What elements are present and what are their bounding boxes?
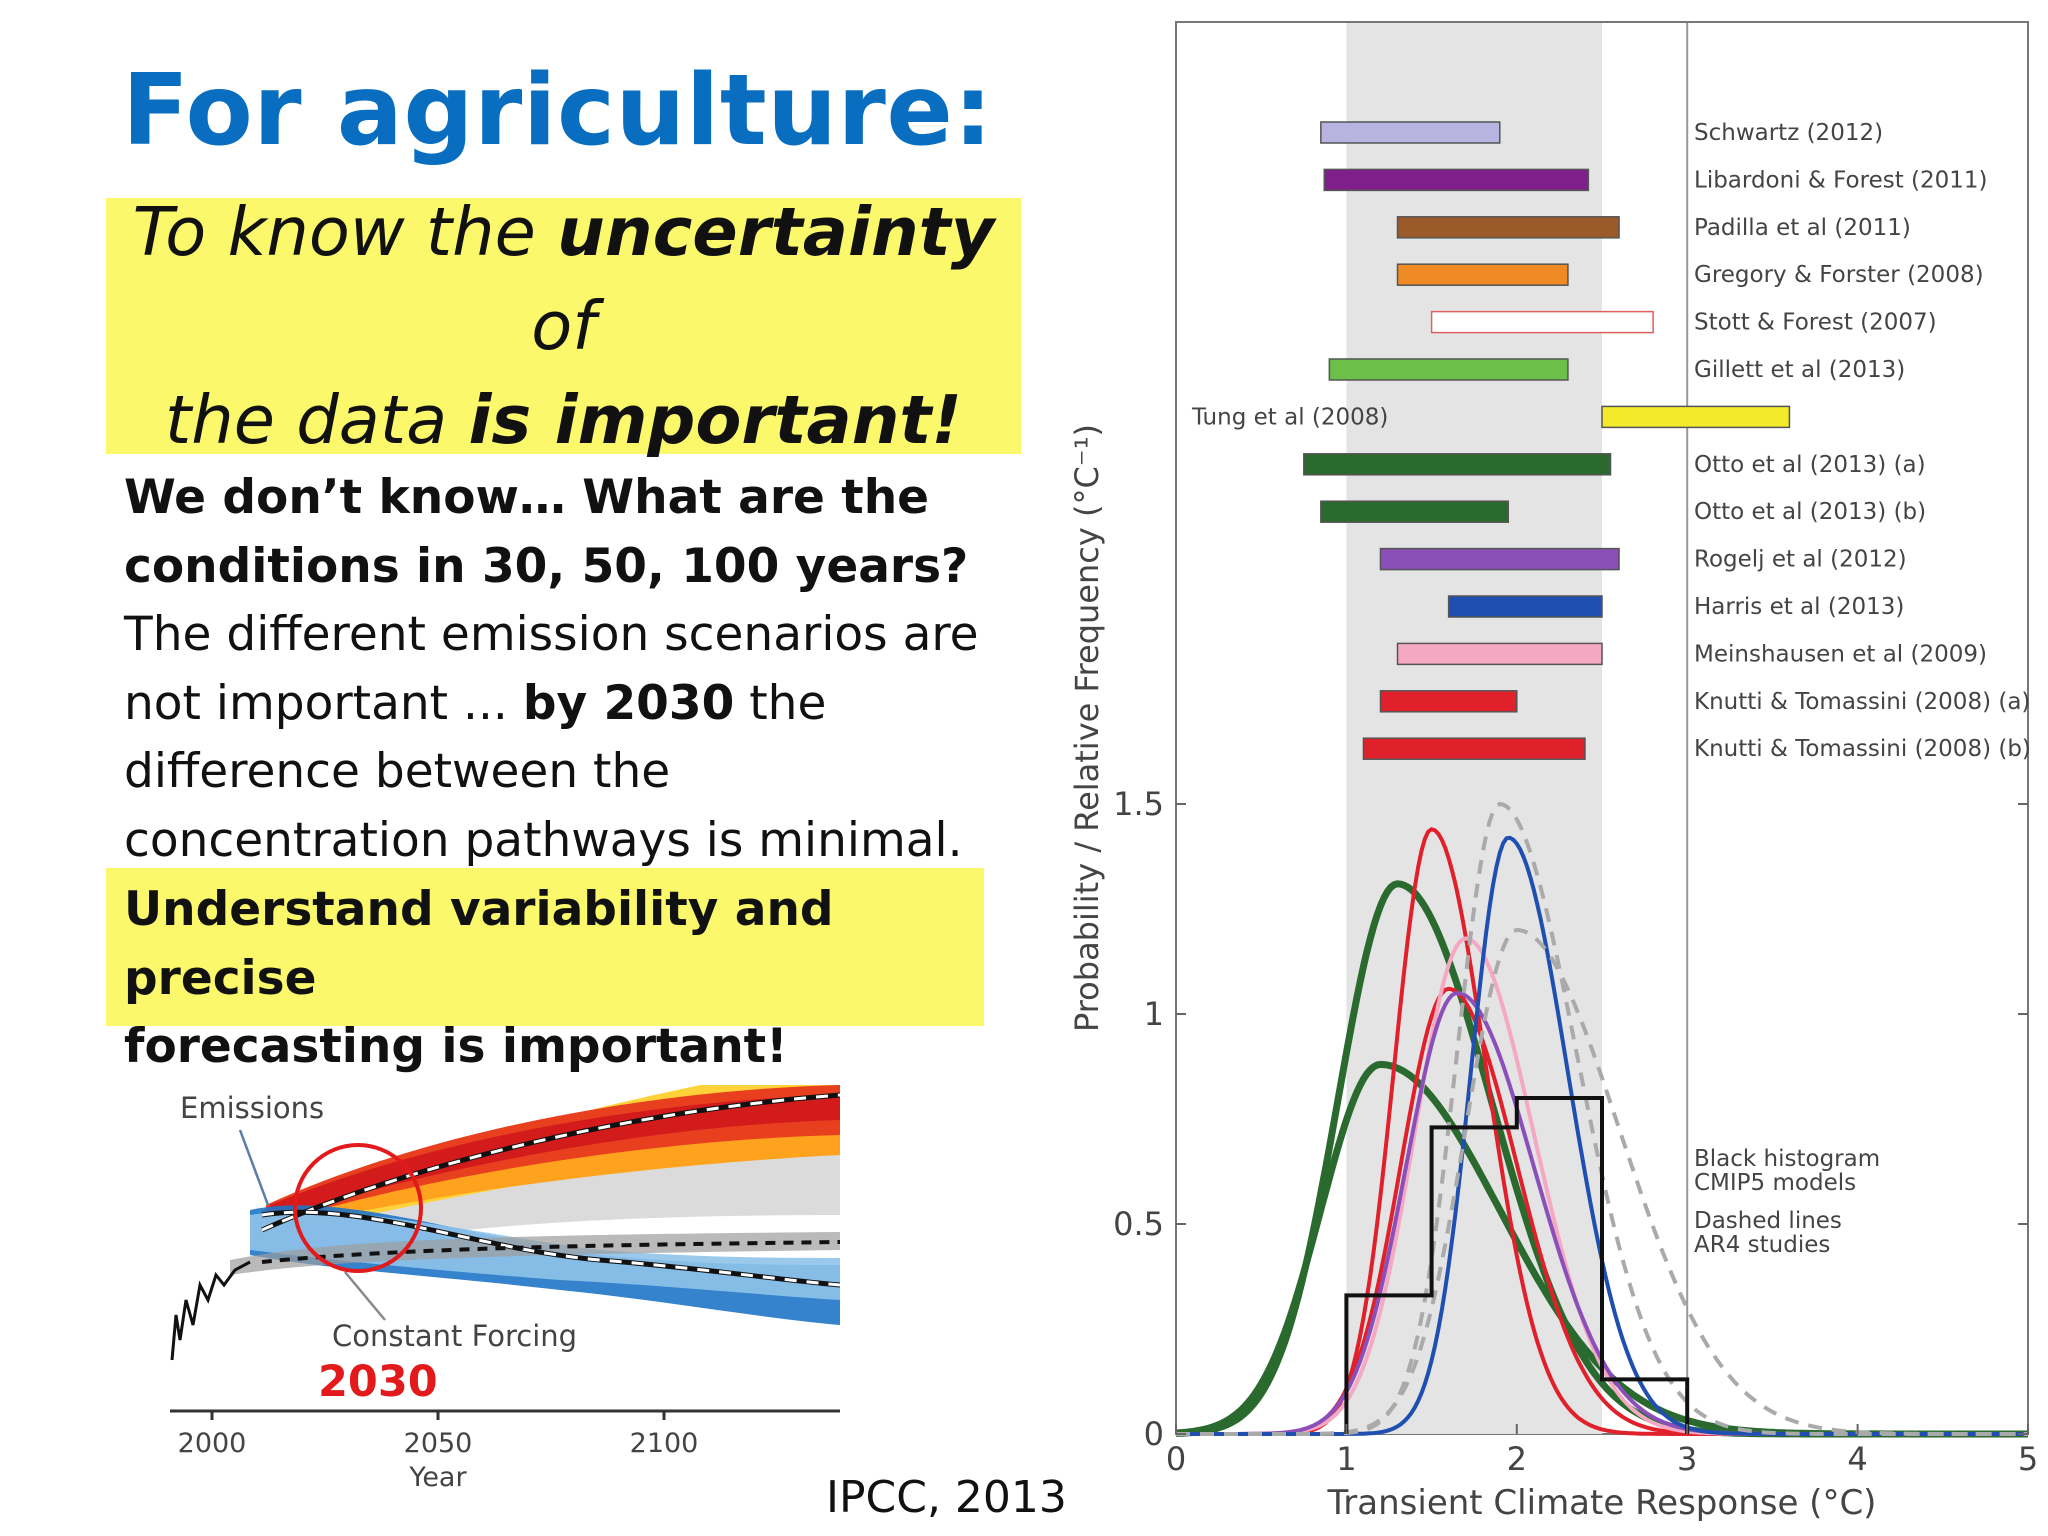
range-label-0: Schwartz (2012) — [1694, 120, 1883, 146]
x-tick-label: 0 — [1166, 1440, 1186, 1478]
range-bar-3 — [1396, 263, 1569, 286]
range-label-1: Libardoni & Forest (2011) — [1694, 167, 1988, 193]
range-bar-12 — [1379, 690, 1518, 713]
scenario-dashed-low-white — [261, 1210, 840, 1287]
scenario-band-deepred — [270, 1095, 840, 1220]
range-label-3: Gregory & Forster (2008) — [1694, 262, 1984, 288]
scenario-emissions-pointer — [238, 1129, 270, 1206]
range-bar-5 — [1328, 358, 1569, 381]
y-tick-label: 0.5 — [1113, 1205, 1164, 1243]
body-bold-line2: conditions in 30, 50, 100 years? — [124, 538, 969, 594]
range-label-5: Gillett et al (2013) — [1694, 357, 1905, 383]
y-tick-label: 0 — [1144, 1415, 1164, 1453]
range-bar-8 — [1320, 500, 1510, 523]
range-bar-6 — [1601, 405, 1791, 429]
scenario-constant-label: Constant Forcing — [332, 1319, 577, 1353]
cmip5-histogram — [1344, 1096, 1690, 1434]
range-label-2: Padilla et al (2011) — [1694, 215, 1911, 241]
scenario-tick-label-2100: 2100 — [630, 1428, 699, 1459]
range-label-13: Knutti & Tomassini (2008) (b) — [1694, 736, 2031, 762]
x-tick-label: 4 — [1847, 1440, 1867, 1478]
scenario-2030-label: 2030 — [318, 1357, 438, 1407]
axes-layer: 0 1 2 3 4 5 0 0.5 1 1.5 — [1113, 785, 2038, 1478]
annotation-histogram-line2: CMIP5 models — [1694, 1170, 1856, 1196]
scenario-dashed-high-white — [261, 1093, 840, 1232]
highlight-line2: forecasting is important! — [124, 1019, 788, 1074]
annotation-dashed-line1: Dashed lines — [1694, 1208, 1842, 1234]
range-bar-10 — [1447, 595, 1603, 618]
range-bar-0 — [1320, 121, 1501, 144]
body-line3: The different emission scenarios are — [124, 607, 979, 662]
likely-range-band — [1346, 23, 1602, 1434]
body-line5: difference between the — [124, 744, 671, 799]
scenario-2030-marker-circle — [293, 1143, 423, 1273]
tcr-ylabel: Probability / Relative Frequency (°C⁻¹) — [1068, 424, 1106, 1032]
callout-line1-pre: To know the — [132, 193, 558, 271]
x-tick-label: 1 — [1336, 1440, 1356, 1478]
scenario-band-lightblue — [250, 1211, 840, 1300]
pdf-curve-8 — [1176, 928, 2028, 1436]
callout-text: To know the uncertainty of the data is i… — [106, 185, 1021, 467]
range-label-4: Stott & Forest (2007) — [1694, 310, 1937, 336]
x-tick-label: 3 — [1677, 1440, 1697, 1478]
scenario-dashed-constant — [261, 1240, 840, 1264]
body-line6: concentration pathways is minimal. — [124, 812, 963, 868]
callout-line1-bold: uncertainty — [557, 193, 995, 271]
scenario-tick-label-2050: 2050 — [404, 1428, 473, 1459]
scenario-xlabel: Year — [408, 1462, 467, 1493]
range-label-8: Otto et al (2013) (b) — [1694, 499, 1926, 525]
y-tick-label: 1.5 — [1113, 785, 1164, 823]
annotation-histogram-line1: Black histogram — [1694, 1146, 1880, 1172]
callout-line1-post: of — [531, 287, 596, 365]
callout-line2-pre: the data — [165, 381, 469, 459]
range-bar-2 — [1396, 216, 1620, 239]
y-tick-label: 1 — [1144, 995, 1164, 1033]
range-bar-4 — [1430, 310, 1654, 334]
pdf-curves-layer — [1175, 802, 2029, 1438]
range-bar-1 — [1323, 168, 1590, 192]
scenario-historical-line — [170, 1260, 251, 1361]
histogram-layer — [1344, 1096, 1690, 1434]
range-bar-11 — [1396, 642, 1603, 666]
body-line4-pre: not important ... — [124, 675, 523, 731]
range-label-11: Meinshausen et al (2009) — [1694, 641, 1987, 667]
highlight-line1: Understand variability and precise — [124, 882, 834, 1006]
scenario-constant-pointer — [344, 1271, 386, 1321]
scenario-plot-area — [170, 1085, 840, 1361]
likely-range-band-layer — [1346, 23, 1602, 1434]
annotation-dashed-line2: AR4 studies — [1694, 1232, 1830, 1258]
highlight-box — [106, 868, 984, 1026]
range-bar-7 — [1303, 453, 1612, 476]
highlight-text: Understand variability and precise forec… — [124, 876, 1004, 1082]
range-bar-9 — [1379, 547, 1620, 571]
range-label-9: Rogelj et al (2012) — [1694, 547, 1907, 573]
body-bold-line1: We don’t know… What are the — [124, 470, 930, 525]
slide-title: For agriculture: — [122, 54, 994, 168]
tcr-xlabel: Transient Climate Response (°C) — [1327, 1483, 1877, 1523]
range-label-12: Knutti & Tomassini (2008) (a) — [1694, 689, 2030, 715]
range-bars-layer: Schwartz (2012) Libardoni & Forest (2011)… — [1191, 120, 2031, 762]
body-line4-post: the — [734, 675, 827, 731]
body-line4-bold: by 2030 — [522, 675, 735, 731]
source-credit: IPCC, 2013 — [826, 1472, 1067, 1523]
x-tick-label: 2 — [1507, 1440, 1527, 1478]
range-label-7: Otto et al (2013) (a) — [1694, 452, 1926, 478]
scenario-tick-label-2000: 2000 — [178, 1428, 247, 1459]
callout-box: To know the uncertainty of the data is i… — [106, 193, 1021, 459]
range-label-10: Harris et al (2013) — [1694, 594, 1904, 620]
range-label-6: Tung et al (2008) — [1191, 404, 1388, 430]
x-tick-label: 5 — [2018, 1440, 2038, 1478]
body-text: We don’t know… What are the conditions i… — [124, 464, 1004, 875]
callout-line2-bold: is important! — [468, 381, 962, 459]
range-bar-13 — [1362, 737, 1586, 760]
scenario-emissions-label: Emissions — [180, 1091, 324, 1125]
